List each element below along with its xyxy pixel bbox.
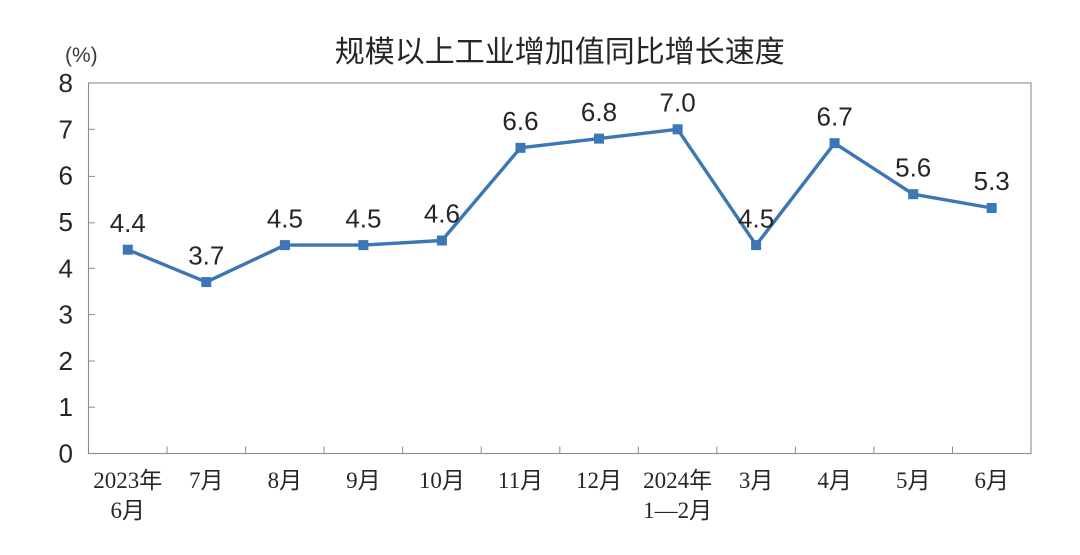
svg-text:4月: 4月 [817,461,852,495]
svg-text:3.7: 3.7 [188,241,224,271]
svg-text:9月: 9月 [346,461,381,495]
svg-text:6.6: 6.6 [502,106,538,136]
svg-text:10月: 10月 [419,461,465,495]
svg-text:4.4: 4.4 [110,208,146,238]
svg-text:6.7: 6.7 [817,101,853,131]
svg-text:4.5: 4.5 [267,204,303,234]
svg-text:(%): (%) [65,44,98,67]
svg-text:5: 5 [59,207,73,237]
svg-text:7月: 7月 [189,461,224,495]
svg-text:12月: 12月 [576,461,622,495]
svg-text:5.6: 5.6 [895,152,931,182]
svg-text:0: 0 [59,439,73,469]
svg-text:2024年: 2024年 [643,461,712,495]
svg-text:4.5: 4.5 [738,204,774,234]
svg-text:4: 4 [59,253,73,283]
svg-text:4.6: 4.6 [424,199,460,229]
svg-text:7: 7 [59,114,73,144]
svg-text:5月: 5月 [896,461,931,495]
svg-text:2: 2 [59,346,73,376]
svg-text:3月: 3月 [739,461,774,495]
svg-text:8: 8 [59,68,73,98]
svg-text:5.3: 5.3 [974,166,1010,196]
svg-text:6.8: 6.8 [581,97,617,127]
svg-text:6月: 6月 [111,491,146,525]
svg-text:4.5: 4.5 [345,204,381,234]
svg-text:8月: 8月 [268,461,303,495]
svg-text:3: 3 [59,300,73,330]
svg-text:1—2月: 1—2月 [643,491,712,525]
svg-text:6月: 6月 [974,461,1009,495]
svg-text:11月: 11月 [498,461,543,495]
svg-text:7.0: 7.0 [660,88,696,118]
svg-text:6: 6 [59,161,73,191]
svg-text:规模以上工业增加值同比增长速度: 规模以上工业增加值同比增长速度 [335,36,785,69]
svg-text:2023年: 2023年 [93,461,162,495]
svg-text:1: 1 [59,392,73,422]
